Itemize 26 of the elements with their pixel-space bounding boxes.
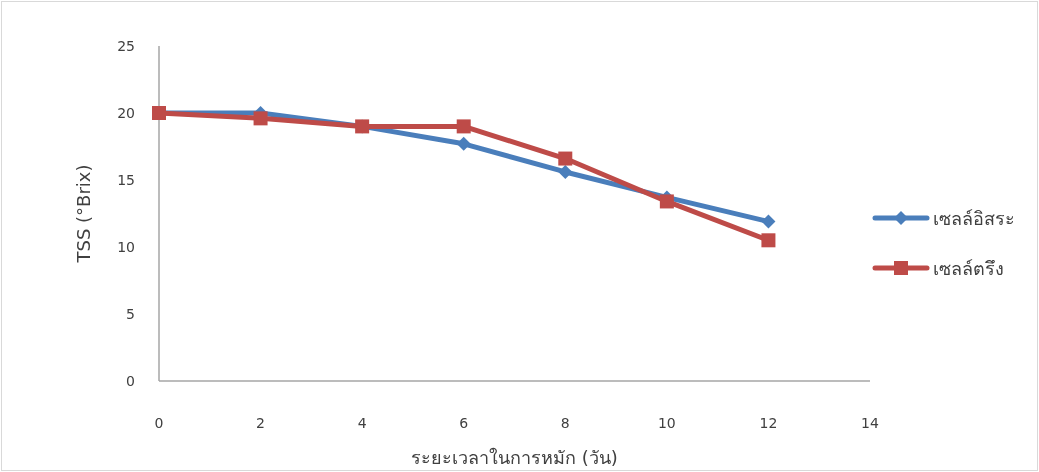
x-tick-label: 6 [459,415,469,431]
y-tick-label: 20 [117,105,135,121]
y-tick-label: 0 [126,373,135,389]
x-tick-label: 14 [861,415,879,431]
x-tick-label: 12 [759,415,778,431]
point [456,119,471,134]
y-tick-label: 10 [117,239,135,255]
legend-label: เซลล์อิสระ [933,208,1015,229]
y-axis-title: TSS (°Brix) [73,164,94,264]
y-tick-label: 25 [117,38,135,54]
x-tick-label: 10 [657,415,676,431]
x-tick-label: 8 [560,415,570,431]
point [456,136,471,151]
x-tick-label: 4 [357,415,367,431]
x-tick-label: 0 [154,415,164,431]
y-tick-label: 15 [117,172,135,188]
x-tick-label: 2 [256,415,266,431]
legend-label: เซลล์ตรึง [933,258,1004,279]
x-axis-title: ระยะเวลาในการหมัก (วัน) [411,447,618,468]
point [659,194,674,209]
point [253,111,268,126]
point [558,151,573,166]
point [761,214,776,229]
point [558,164,573,179]
point [761,233,776,248]
y-tick-label: 5 [126,306,135,322]
